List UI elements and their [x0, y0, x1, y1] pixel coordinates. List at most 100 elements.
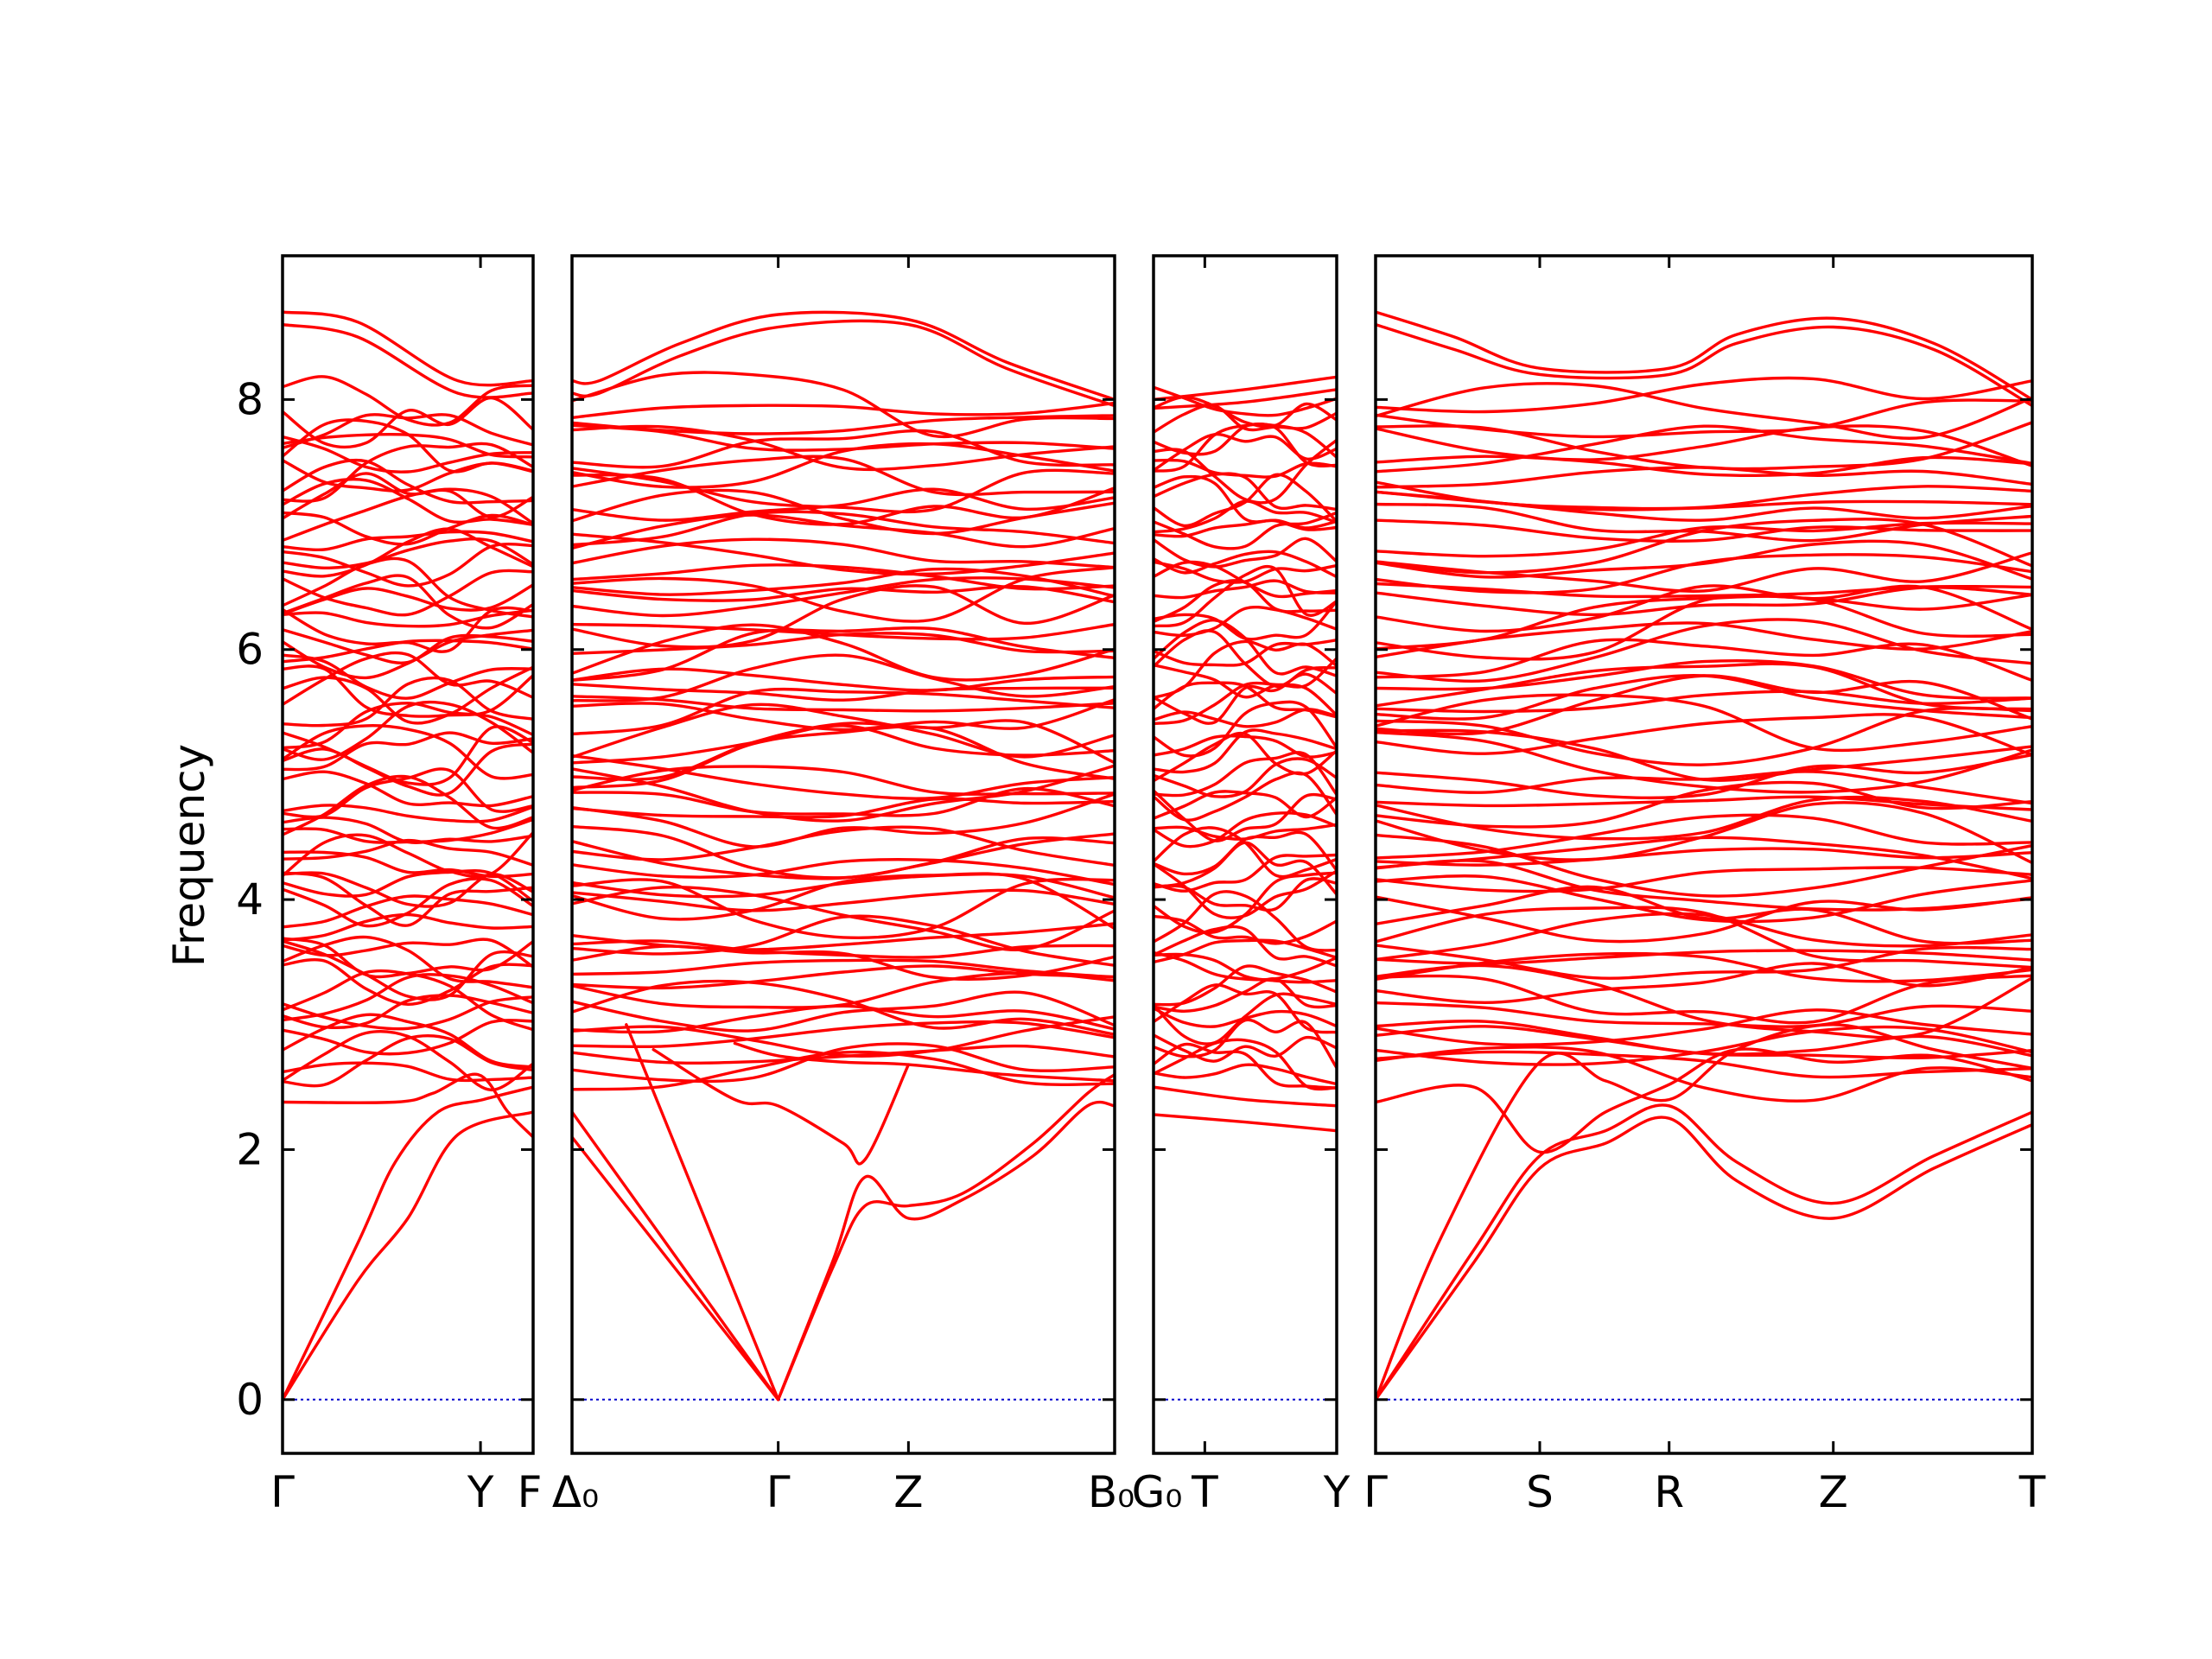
optical-band — [572, 825, 1115, 868]
band-lines — [1376, 310, 2032, 1402]
optical-band — [283, 477, 533, 526]
optical-band — [1376, 962, 2032, 1005]
acoustic-branch — [283, 1110, 533, 1402]
optical-band — [572, 872, 1115, 899]
acoustic-branch — [1154, 1113, 1337, 1133]
optical-band — [1154, 473, 1337, 528]
optical-band — [1154, 925, 1337, 968]
optical-band — [283, 1019, 533, 1056]
optical-band — [283, 838, 533, 867]
optical-band — [283, 537, 533, 570]
optical-band — [1154, 1038, 1337, 1091]
x-tick-label: T — [2018, 1467, 2046, 1517]
optical-band — [1376, 424, 2032, 467]
optical-band — [572, 576, 1115, 618]
optical-band — [1154, 853, 1337, 893]
optical-band — [1154, 423, 1337, 473]
optical-band — [1376, 713, 2032, 757]
top-branch — [1154, 375, 1337, 402]
optical-band — [1154, 890, 1337, 952]
optical-band — [572, 753, 1115, 800]
optical-band — [1154, 599, 1337, 641]
optical-band — [283, 487, 533, 543]
optical-band — [1154, 511, 1337, 550]
optical-band — [1376, 424, 2032, 474]
optical-band — [572, 939, 1115, 959]
optical-band — [572, 401, 1115, 420]
top-branch — [572, 310, 1115, 402]
y-tick-label: 4 — [236, 874, 264, 925]
optical-band — [572, 765, 1115, 796]
optical-band — [572, 510, 1115, 547]
optical-band — [572, 423, 1115, 452]
optical-band — [1154, 734, 1337, 759]
optical-band — [1376, 638, 2032, 683]
optical-band — [572, 687, 1115, 736]
optical-band — [572, 888, 1115, 912]
optical-band — [1154, 560, 1337, 584]
optical-band — [572, 724, 1115, 765]
optical-band — [1154, 751, 1337, 798]
optical-band — [572, 914, 1115, 967]
optical-band — [283, 767, 533, 819]
x-tick-label: Γ — [270, 1467, 295, 1517]
x-edge-label: B₀ — [1088, 1467, 1135, 1517]
optical-band — [1376, 618, 2032, 683]
optical-band — [1376, 885, 2032, 945]
optical-band — [572, 585, 1115, 604]
optical-band — [1154, 432, 1337, 473]
optical-band — [1376, 1020, 2032, 1058]
optical-band — [283, 664, 533, 718]
optical-band — [1154, 771, 1337, 822]
x-tick-label: R — [1654, 1467, 1684, 1517]
panel-frame — [1152, 254, 1338, 1455]
x-edge-label: G₀ — [1132, 1467, 1183, 1517]
optical-band — [572, 964, 1115, 990]
optical-band — [283, 396, 533, 449]
optical-band — [1154, 731, 1337, 783]
optical-band — [1376, 795, 2032, 841]
optical-band — [572, 886, 1115, 951]
optical-band — [283, 628, 533, 664]
optical-band — [1376, 1001, 2032, 1028]
optical-band — [1376, 1008, 2032, 1046]
optical-band — [1376, 974, 2032, 1025]
optical-band — [1154, 811, 1337, 849]
optical-band — [1154, 1063, 1337, 1086]
optical-band — [572, 857, 1115, 887]
x-tick-label: Γ — [1363, 1467, 1388, 1517]
optical-band — [572, 626, 1115, 683]
optical-band — [1376, 502, 2032, 543]
optical-band — [1376, 847, 2032, 867]
optical-band — [572, 487, 1115, 522]
optical-band — [572, 537, 1115, 569]
optical-band — [1376, 949, 2032, 965]
optical-band — [1376, 382, 2032, 440]
optical-band — [572, 695, 1115, 713]
optical-band — [1376, 859, 2032, 912]
optical-band — [572, 1015, 1115, 1058]
optical-band — [283, 804, 533, 823]
x-tick-label: S — [1526, 1467, 1554, 1517]
optical-band — [1376, 398, 2032, 439]
optical-band — [572, 563, 1115, 591]
optical-band — [572, 429, 1115, 469]
optical-band — [1154, 474, 1337, 531]
x-tick-label: Y — [467, 1467, 494, 1517]
optical-band — [1154, 665, 1337, 725]
optical-band — [572, 683, 1115, 702]
panel-frame — [281, 254, 535, 1455]
optical-band — [283, 742, 533, 797]
panel-3: T Y G₀ — [1132, 254, 1351, 1517]
optical-band — [1154, 964, 1337, 1007]
optical-band — [1376, 518, 2032, 543]
optical-band — [283, 527, 533, 578]
optical-band — [1376, 906, 2032, 969]
optical-band — [283, 973, 533, 1022]
optical-band — [1376, 582, 2032, 599]
optical-band — [283, 702, 533, 750]
optical-band — [572, 702, 1115, 759]
optical-band — [572, 764, 1115, 823]
optical-band — [283, 700, 533, 761]
